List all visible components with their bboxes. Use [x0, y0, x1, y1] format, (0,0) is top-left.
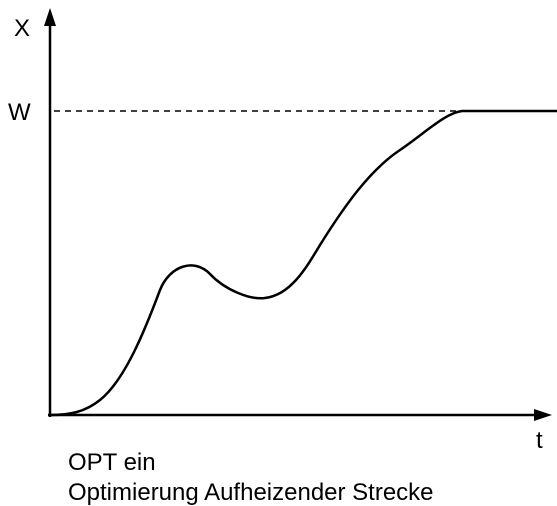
y-arrow	[44, 8, 56, 26]
x-arrow	[534, 409, 552, 421]
caption-line2: Optimierung Aufheizender Strecke	[68, 479, 434, 506]
setpoint-label: W	[8, 99, 31, 126]
y-label: X	[14, 15, 30, 42]
x-label: t	[536, 427, 543, 454]
caption-line1: OPT ein	[68, 449, 156, 476]
response-curve	[49, 109, 557, 417]
